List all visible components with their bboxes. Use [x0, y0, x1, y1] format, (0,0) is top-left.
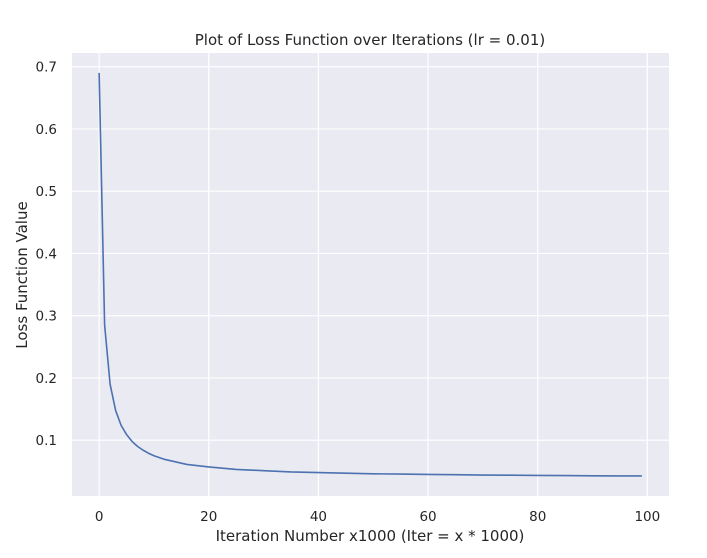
y-tick-label: 0.1 — [36, 433, 57, 449]
x-tick-label: 80 — [529, 509, 546, 525]
y-tick-labels: 0.1 0.2 0.3 0.4 0.5 0.6 0.7 — [36, 60, 57, 449]
grid-lines — [72, 53, 669, 496]
plot-background — [72, 53, 669, 496]
y-tick-label: 0.3 — [36, 309, 57, 325]
loss-series-line — [98, 72, 642, 477]
y-tick-label: 0.5 — [36, 184, 57, 200]
chart-title: Plot of Loss Function over Iterations (l… — [195, 31, 545, 49]
x-tick-labels: 0 20 40 60 80 100 — [95, 509, 660, 525]
y-tick-label: 0.2 — [36, 371, 57, 387]
y-axis-label: Loss Function Value — [13, 201, 31, 348]
x-axis-label: Iteration Number x1000 (Iter = x * 1000) — [216, 527, 525, 545]
x-tick-label: 0 — [95, 509, 104, 525]
y-tick-label: 0.4 — [36, 246, 57, 262]
x-tick-label: 60 — [419, 509, 436, 525]
y-tick-label: 0.6 — [36, 122, 57, 138]
x-tick-label: 40 — [310, 509, 327, 525]
x-tick-label: 100 — [634, 509, 660, 525]
y-tick-label: 0.7 — [36, 60, 57, 76]
x-tick-label: 20 — [200, 509, 217, 525]
